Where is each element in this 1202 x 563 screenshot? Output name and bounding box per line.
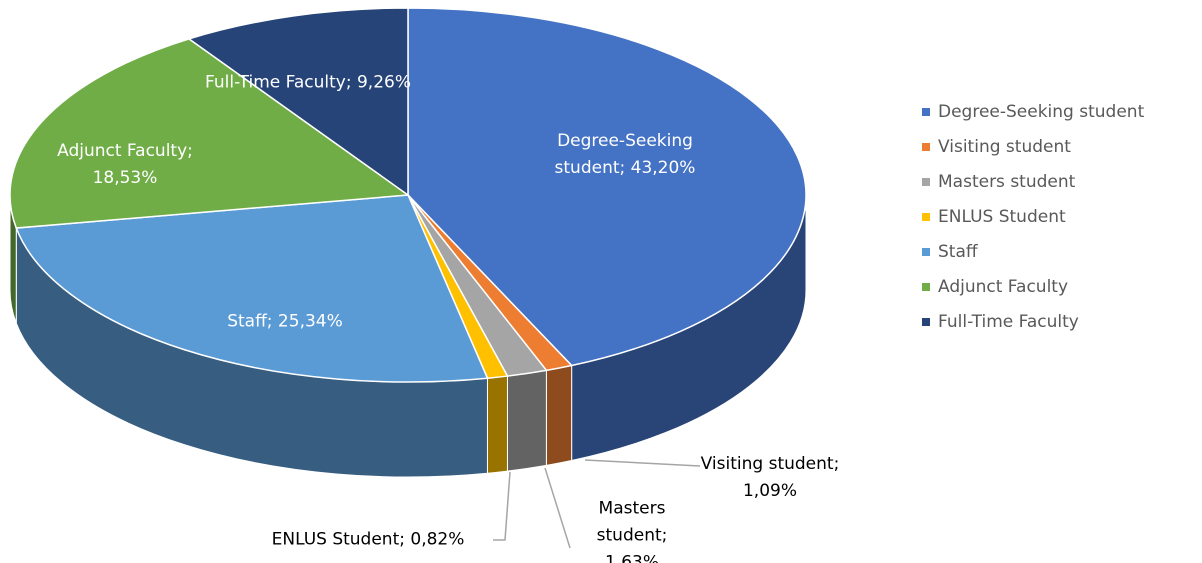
legend-swatch bbox=[922, 143, 930, 151]
pie-slice bbox=[9, 38, 411, 229]
pie-slice bbox=[15, 194, 489, 383]
legend-text: Visiting student bbox=[938, 137, 1071, 157]
leader-line bbox=[493, 471, 511, 541]
pie-side bbox=[506, 369, 547, 472]
data-label: Staff; 25,34% bbox=[227, 311, 343, 332]
legend-swatch bbox=[922, 283, 930, 291]
legend-swatch bbox=[922, 318, 930, 326]
legend-swatch bbox=[922, 248, 930, 256]
data-label: Adjunct Faculty; 18,53% bbox=[57, 141, 193, 188]
leader-line bbox=[544, 467, 571, 549]
legend-swatch bbox=[922, 213, 930, 221]
legend-text: Adjunct Faculty bbox=[938, 277, 1068, 297]
data-label: ENLUS Student; 0,82% bbox=[271, 529, 465, 550]
data-label: Degree-Seeking student; 43,20% bbox=[554, 131, 696, 178]
legend-text: Staff bbox=[938, 242, 979, 262]
pie-side bbox=[486, 375, 508, 474]
leader-line bbox=[584, 459, 701, 467]
pie-slice bbox=[187, 7, 409, 197]
legend-text: Full-Time Faculty bbox=[938, 312, 1079, 332]
pie-slice bbox=[407, 7, 807, 367]
data-label: Visiting student; 1,09% bbox=[700, 454, 840, 501]
data-label: Full-Time Faculty; 9,26% bbox=[205, 72, 411, 93]
legend-swatch bbox=[922, 178, 930, 186]
legend-text: ENLUS Student bbox=[938, 207, 1066, 227]
pie-side bbox=[545, 364, 573, 466]
legend-text: Masters student bbox=[938, 172, 1076, 192]
legend-text: Degree-Seeking student bbox=[938, 102, 1145, 122]
data-label: Masters student; 1,63% bbox=[596, 498, 668, 563]
legend-swatch bbox=[922, 108, 930, 116]
